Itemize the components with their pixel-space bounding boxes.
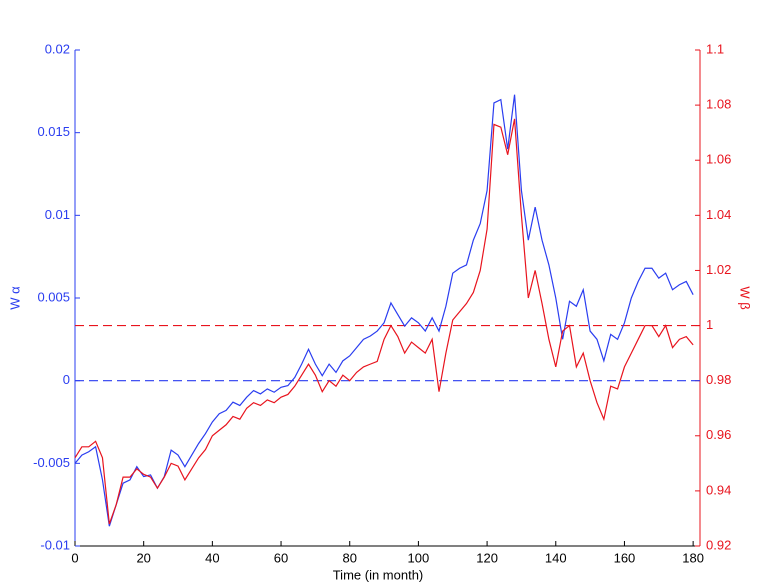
y-tick-label: 0.01 [45,207,70,222]
y2-tick-label: 1.04 [706,207,731,222]
y2-tick-label: 0.92 [706,537,731,552]
series-line [74,118,694,525]
y-tick-label: 0.005 [37,289,70,304]
x-tick-label: 160 [614,550,636,565]
x-tick-label: 100 [408,550,430,565]
x-tick-label: 60 [274,550,288,565]
y-axis-label: W α [7,286,22,310]
y-tick-label: 0.02 [45,41,70,56]
y2-tick-label: 1.08 [706,97,731,112]
series-line [74,94,694,527]
x-tick-label: 120 [476,550,498,565]
x-tick-label: 40 [205,550,219,565]
y-tick-label: 0 [63,372,70,387]
y-tick-label: -0.005 [33,455,70,470]
x-tick-label: 180 [682,550,704,565]
y2-axis-label: W β [738,286,753,309]
y2-tick-label: 1.06 [706,152,731,167]
x-tick-label: 0 [71,550,78,565]
y2-tick-label: 0.94 [706,482,731,497]
x-tick-label: 140 [545,550,567,565]
y2-tick-label: 1 [706,317,713,332]
y2-tick-label: 0.96 [706,427,731,442]
y2-tick-label: 0.98 [706,372,731,387]
y2-tick-label: 1.02 [706,262,731,277]
y2-tick-label: 1.1 [706,41,724,56]
x-tick-label: 80 [342,550,356,565]
y-tick-label: -0.01 [40,537,70,552]
x-tick-label: 20 [136,550,150,565]
y-tick-label: 0.015 [37,124,70,139]
x-axis-label: Time (in month) [333,567,424,582]
